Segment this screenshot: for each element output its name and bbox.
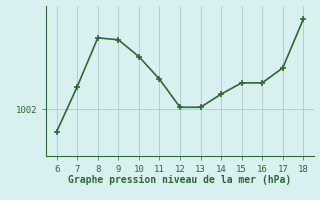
X-axis label: Graphe pression niveau de la mer (hPa): Graphe pression niveau de la mer (hPa) <box>68 175 292 185</box>
